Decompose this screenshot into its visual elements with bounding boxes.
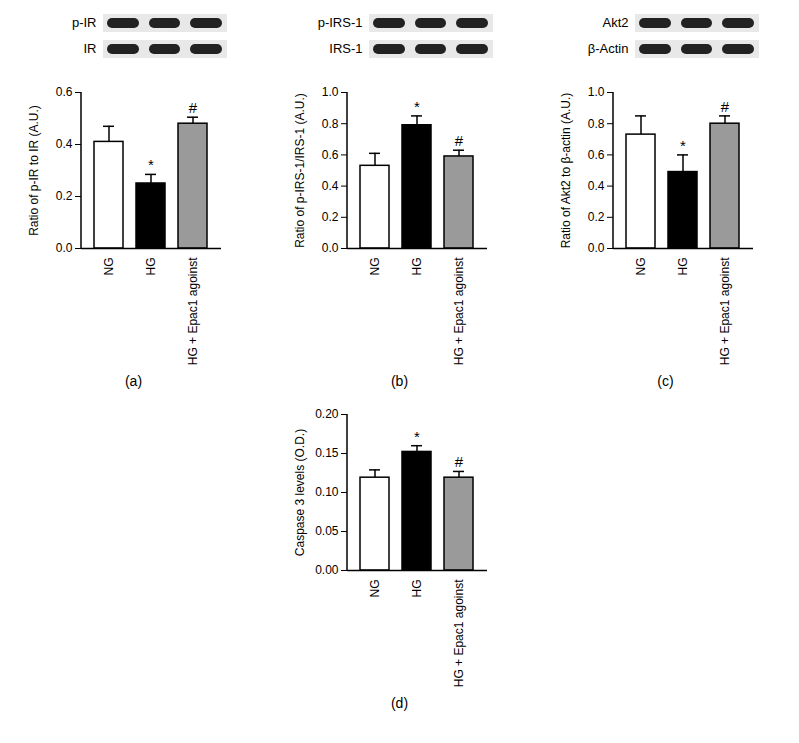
svg-text:HG: HG [409,258,423,276]
html-text:(d): (d) [390,695,409,711]
html-text:p-IRS-1: p-IRS-1 [317,15,363,30]
svg-text:0.00: 0.00 [315,563,339,577]
svg-text:0.2: 0.2 [55,189,72,203]
svg-text:1.0: 1.0 [321,85,338,99]
svg-text:0.4: 0.4 [587,179,604,193]
svg-text:0.0: 0.0 [321,241,338,255]
svg-text:NG: NG [633,258,647,276]
svg-text:#: # [454,132,463,149]
svg-text:*: * [414,98,420,115]
svg-text:#: # [720,98,729,115]
svg-text:0.2: 0.2 [321,210,338,224]
html-text:p-IR: p-IR [71,15,97,30]
svg-text:0.4: 0.4 [55,137,72,151]
svg-text:0.8: 0.8 [587,117,604,131]
svg-text:HG: HG [409,580,423,598]
svg-text:0.4: 0.4 [321,179,338,193]
html-text:IRS-1: IRS-1 [329,41,363,56]
svg-text:0.20: 0.20 [315,407,339,421]
svg-text:0.6: 0.6 [55,85,72,99]
svg-text:0.6: 0.6 [587,148,604,162]
svg-text:0.0: 0.0 [55,241,72,255]
svg-text:0.8: 0.8 [321,117,338,131]
svg-text:0.0: 0.0 [587,241,604,255]
svg-text:*: * [680,137,686,154]
svg-text:HG + Epac1 agoinst: HG + Epac1 agoinst [717,257,731,365]
svg-text:Ratio of p-IR to IR (A.U.): Ratio of p-IR to IR (A.U.) [27,105,41,236]
html-text:Akt2: Akt2 [602,15,629,30]
svg-text:HG + Epac1 agoinst: HG + Epac1 agoinst [451,579,465,687]
svg-text:NG: NG [101,258,115,276]
svg-text:HG + Epac1 agoinst: HG + Epac1 agoinst [451,257,465,365]
svg-text:HG: HG [675,258,689,276]
svg-text:#: # [188,99,197,116]
svg-text:0.10: 0.10 [315,485,339,499]
svg-text:NG: NG [367,258,381,276]
html-text:(c): (c) [657,373,674,389]
svg-text:HG: HG [143,258,157,276]
html-text:(b): (b) [390,373,409,389]
svg-text:0.15: 0.15 [315,446,339,460]
html-text:(a): (a) [124,373,143,389]
svg-text:0.2: 0.2 [587,210,604,224]
svg-text:*: * [414,428,420,445]
svg-text:1.0: 1.0 [587,85,604,99]
svg-text:NG: NG [367,580,381,598]
svg-text:HG + Epac1 agoinst: HG + Epac1 agoinst [185,257,199,365]
html-text:IR: IR [83,41,97,56]
svg-text:*: * [148,156,154,173]
svg-text:Caspase 3 levels (O.D.): Caspase 3 levels (O.D.) [293,429,307,556]
svg-text:#: # [454,453,463,470]
svg-text:Ratio of Akt2 to β-actin (A.U.: Ratio of Akt2 to β-actin (A.U.) [559,93,573,249]
svg-text:0.6: 0.6 [321,148,338,162]
svg-text:Ratio of p-IRS-1/IRS-1 (A.U.): Ratio of p-IRS-1/IRS-1 (A.U.) [293,93,307,248]
svg-text:0.05: 0.05 [315,524,339,538]
html-text:β-Actin: β-Actin [587,41,629,56]
